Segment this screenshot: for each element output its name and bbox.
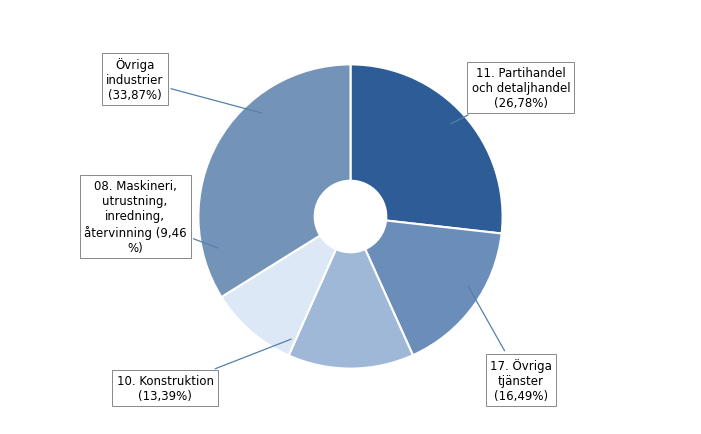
Text: Övriga
industrier
(33,87%): Övriga industrier (33,87%) [107,58,261,114]
Text: 17. Övriga
tjänster
(16,49%): 17. Övriga tjänster (16,49%) [468,286,552,402]
Wedge shape [350,65,503,234]
Text: 10. Konstruktion
(13,39%): 10. Konstruktion (13,39%) [116,339,291,402]
Wedge shape [198,65,350,297]
Wedge shape [289,250,413,369]
Wedge shape [222,236,336,355]
Text: 11. Partihandel
och detaljhandel
(26,78%): 11. Partihandel och detaljhandel (26,78%… [451,67,570,125]
Text: 08. Maskineri,
utrustning,
inredning,
återvinning (9,46
%): 08. Maskineri, utrustning, inredning, åt… [83,180,218,254]
Wedge shape [365,221,502,355]
